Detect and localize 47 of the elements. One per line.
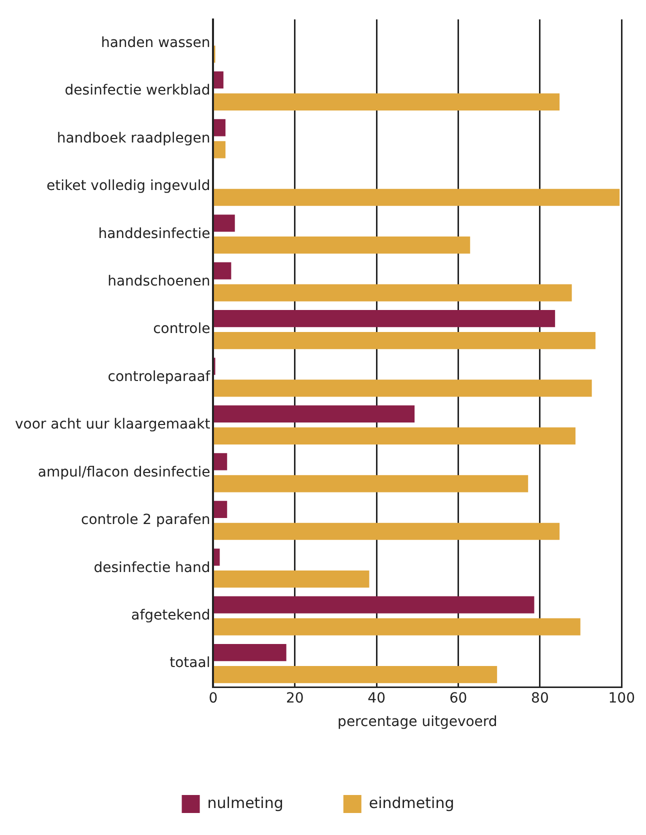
x-tick-label: 80: [531, 690, 549, 706]
x-axis-title: percentage uitgevoerd: [338, 714, 498, 730]
legend-label: eindmeting: [368, 794, 454, 812]
legend-label: nulmeting: [207, 794, 284, 812]
x-tick-label: 0: [208, 690, 218, 706]
y-tick-label: handschoenen: [108, 273, 210, 290]
bar: [214, 596, 534, 614]
y-tick-label: afgetekend: [131, 607, 210, 624]
bar: [214, 119, 226, 136]
y-tick-label: voor acht uur klaargemaakt: [14, 416, 211, 433]
bar: [214, 405, 415, 423]
bar: [214, 618, 580, 636]
bar: [214, 71, 224, 89]
bar: [214, 380, 592, 397]
y-tick-label: etiket volledig ingevuld: [46, 178, 210, 194]
bar: [214, 453, 228, 470]
y-tick-label: totaal: [170, 655, 210, 672]
y-tick-label: desinfectie hand: [94, 560, 210, 576]
bar: [214, 427, 576, 445]
bar: [214, 570, 370, 588]
y-tick-label: handboek raadplegen: [56, 130, 210, 146]
bar: [214, 93, 560, 111]
y-tick-label: desinfectie werkblad: [64, 82, 210, 99]
bar: [214, 500, 228, 518]
y-tick-label: controle 2 parafen: [81, 512, 210, 528]
bar: [214, 475, 528, 492]
bar: [214, 644, 286, 662]
bar: [214, 666, 498, 684]
bar: [214, 548, 220, 566]
bar: [214, 310, 556, 328]
bar: [214, 214, 235, 232]
bar: [214, 332, 596, 350]
bar: [214, 284, 572, 302]
bar: [214, 188, 620, 206]
x-tick-label: 60: [449, 690, 468, 706]
bar: [214, 522, 560, 540]
bar: [214, 262, 232, 280]
y-tick-label: handdesinfectie: [98, 226, 210, 242]
x-tick-label: 40: [368, 690, 386, 706]
y-tick-label: ampul/flacon desinfectie: [38, 464, 210, 480]
x-tick-label: 100: [608, 690, 636, 706]
y-tick-label: controleparaaf: [108, 368, 212, 385]
y-tick-label: controle: [153, 321, 210, 338]
y-tick-label: handen wassen: [100, 34, 210, 51]
x-tick-label: 20: [286, 690, 304, 706]
bar: [214, 141, 226, 158]
bar: [214, 236, 470, 254]
